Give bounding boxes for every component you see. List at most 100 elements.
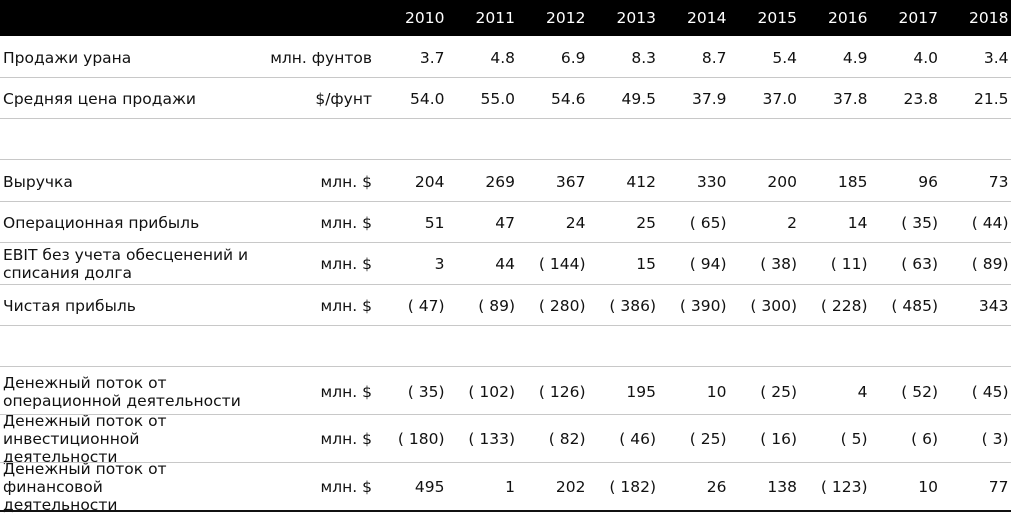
year-header: 2016 [828,9,868,27]
value-cell: 21.5 [973,90,1009,108]
table-row: Денежный поток от инвестиционной деятель… [0,412,1011,466]
year-header: 2010 [405,9,445,27]
table-row: Денежный поток от финансовой деятельност… [0,460,1011,514]
value-cell: 10 [706,383,727,401]
value-cell: ( 47) [407,297,445,315]
value-cell: 73 [988,173,1009,191]
table-row: Чистая прибыль млн. $ ( 47) ( 89) ( 280) ( 38… [0,287,1011,325]
row-divider [0,77,1011,78]
value-cell: 200 [767,173,797,191]
value-cell: 269 [485,173,515,191]
year-header: 2013 [616,9,656,27]
table-row: Средняя цена продажи $/фунт 54.0 55.0 54.6 49… [0,80,1011,118]
value-cell: 51 [424,214,445,232]
value-cell: ( 25) [689,430,727,448]
value-cell: ( 5) [840,430,868,448]
value-cell: ( 82) [548,430,586,448]
row-unit: млн. $ [320,430,372,448]
row-divider [0,414,1011,415]
year-header: 2018 [969,9,1009,27]
row-label: Средняя цена продажи [3,90,196,108]
year-header: 2015 [757,9,797,27]
row-divider [0,325,1011,326]
value-cell: 202 [555,478,586,496]
value-cell: ( 144) [538,255,586,273]
value-cell: 96 [918,173,938,191]
value-cell: ( 45) [971,383,1009,401]
value-cell: ( 133) [468,430,515,448]
table-row: Продажи урана млн. фунтов 3.7 4.8 6.9 8.3 8.7 5… [0,39,1011,77]
row-unit: млн. $ [320,214,372,232]
value-cell: 330 [696,173,727,191]
value-cell: 47 [495,214,515,232]
header-row: 2010 2011 2012 2013 2014 2015 2016 2017 … [0,0,1011,36]
value-cell: ( 11) [830,255,868,273]
value-cell: ( 25) [760,383,797,401]
value-cell: 4.8 [490,49,515,67]
value-cell: 54.6 [550,90,586,108]
value-cell: 55.0 [480,90,515,108]
row-divider [0,118,1011,119]
row-unit: $/фунт [315,90,372,108]
value-cell: ( 46) [619,430,656,448]
table-row: EBIT без учета обесценений и списания до… [0,245,1011,283]
value-cell: ( 63) [901,255,938,273]
row-label: Операционная прибыль [3,214,200,232]
value-cell: ( 38) [760,255,797,273]
row-label: Выручка [3,173,73,191]
value-cell: 195 [626,383,656,401]
value-cell: ( 228) [820,297,868,315]
row-label: EBIT без учета обесценений и списания до… [3,246,249,282]
value-cell: 138 [767,478,797,496]
value-cell: ( 390) [679,297,727,315]
row-label: Чистая прибыль [3,297,136,315]
value-cell: 23.8 [903,90,938,108]
value-cell: 54.0 [409,90,445,108]
row-divider [0,462,1011,463]
value-cell: ( 485) [891,297,938,315]
table-bottom-rule [0,510,1011,512]
value-cell: ( 123) [820,478,868,496]
value-cell: 495 [414,478,445,496]
value-cell: ( 89) [971,255,1009,273]
row-label: Продажи урана [3,49,132,67]
value-cell: ( 89) [478,297,515,315]
value-cell: 4.9 [842,49,868,67]
value-cell: 185 [837,173,868,191]
row-label: Денежный поток от финансовой деятельност… [3,460,167,514]
row-divider [0,242,1011,243]
value-cell: ( 65) [689,214,727,232]
value-cell: ( 182) [609,478,656,496]
value-cell: 37.9 [691,90,727,108]
row-label: Денежный поток от операционной деятельно… [3,374,241,410]
row-divider [0,366,1011,367]
value-cell: 49.5 [621,90,656,108]
table-row: Выручка млн. $ 204 269 367 412 330 200 185 96 73 [0,163,1011,201]
value-cell: 3.7 [419,49,445,67]
value-cell: 44 [495,255,515,273]
value-cell: ( 35) [407,383,445,401]
value-cell: ( 300) [750,297,797,315]
value-cell: ( 94) [689,255,727,273]
value-cell: 77 [988,478,1009,496]
value-cell: 6.9 [560,49,586,67]
value-cell: ( 6) [911,430,938,448]
row-unit: млн. $ [320,478,372,496]
value-cell: ( 35) [901,214,938,232]
value-cell: ( 3) [981,430,1009,448]
row-unit: млн. $ [320,255,372,273]
value-cell: ( 126) [538,383,586,401]
row-divider [0,159,1011,160]
value-cell: 37.8 [832,90,868,108]
year-header: 2014 [687,9,727,27]
row-unit: млн. $ [320,383,372,401]
value-cell: 204 [414,173,445,191]
value-cell: 8.7 [701,49,727,67]
row-unit: млн. $ [320,173,372,191]
value-cell: 14 [847,214,868,232]
value-cell: 25 [636,214,656,232]
row-unit: млн. фунтов [270,49,372,67]
value-cell: 412 [626,173,656,191]
row-unit: млн. $ [320,297,372,315]
